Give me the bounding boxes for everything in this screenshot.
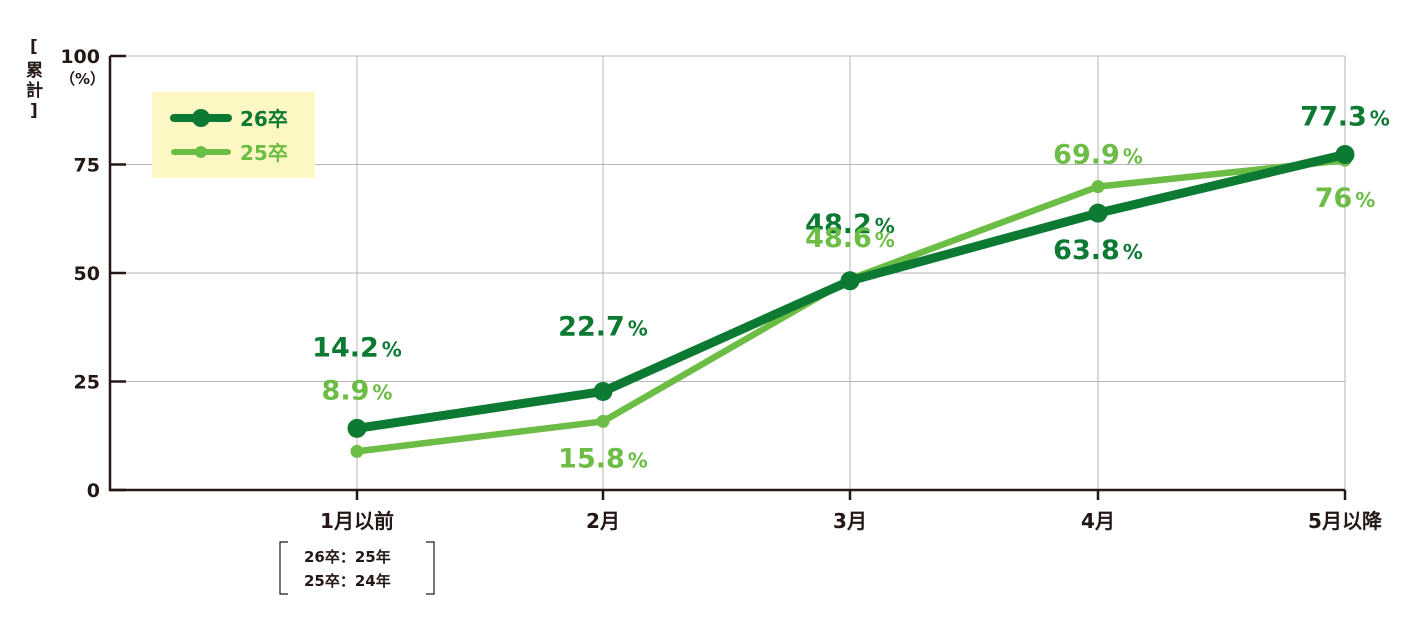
series-line — [352, 150, 1350, 433]
note-line-1: 26卒：25年 — [304, 548, 391, 566]
y-axis-unit: （%） — [60, 70, 105, 88]
data-point — [596, 414, 610, 428]
data-label-unit: % — [628, 448, 648, 472]
x-tick-label: 4月 — [1081, 509, 1115, 533]
data-point — [347, 418, 367, 438]
data-label-unit: % — [1355, 188, 1375, 212]
legend-background — [152, 92, 315, 178]
x-tick-label: 5月以降 — [1308, 509, 1383, 533]
legend-marker — [192, 109, 210, 127]
data-label: 69.9% — [1053, 140, 1143, 171]
data-label-unit: % — [875, 214, 895, 238]
y-tick-label: 0 — [87, 480, 100, 502]
note-bracket-right — [426, 541, 435, 595]
grid-lines — [110, 55, 1346, 490]
y-tick-label: 50 — [74, 263, 100, 285]
data-label: 22.7% — [558, 311, 648, 342]
x-tick-label: 3月 — [833, 509, 867, 533]
data-point — [1091, 180, 1105, 194]
data-label: 48.6% — [805, 223, 895, 254]
data-label-unit: % — [1370, 107, 1390, 131]
x-tick-label: 2月 — [586, 509, 620, 533]
legend-label: 26卒 — [240, 107, 288, 131]
y-tick-labels: 0 25 50 75 100 — [60, 46, 126, 502]
data-point — [593, 381, 613, 401]
data-label: 15.8% — [558, 443, 648, 474]
legend-marker — [195, 146, 207, 158]
data-point — [840, 271, 860, 291]
data-label-unit: % — [628, 316, 648, 340]
y-axis-label-char-2: 計 — [26, 80, 43, 101]
data-label-unit: % — [875, 228, 895, 252]
data-point — [1088, 203, 1108, 223]
y-axis-bracket-open: [ — [30, 37, 38, 57]
note-line-2: 25卒：24年 — [304, 572, 391, 590]
y-tick-label: 25 — [74, 372, 100, 394]
data-point — [350, 444, 364, 458]
y-axis-bracket-close: ] — [30, 101, 38, 121]
y-tick-label: 100 — [60, 46, 100, 68]
data-label: 77.3% — [1300, 102, 1390, 133]
data-label: 14.2% — [312, 332, 402, 363]
legend-label: 25卒 — [240, 141, 288, 165]
y-axis-label-char-1: 累 — [26, 61, 43, 81]
data-label-unit: % — [382, 337, 402, 361]
data-label-unit: % — [1123, 145, 1143, 169]
data-label-unit: % — [1123, 240, 1143, 264]
data-label: 63.8% — [1053, 235, 1143, 266]
data-label: 48.2% — [805, 209, 895, 240]
data-label-unit: % — [372, 380, 392, 404]
note-bracket-left — [279, 541, 288, 595]
x-tick-label: 1月以前 — [320, 509, 394, 533]
data-label: 8.9% — [322, 375, 393, 406]
x-tick-labels: 1月以前 2月 3月 4月 5月以降 — [320, 490, 1383, 533]
note-box: 26卒：25年 25卒：24年 — [279, 541, 435, 595]
data-label: 76% — [1315, 183, 1376, 214]
y-axis-title: [ 累 計 ] （%） — [26, 37, 105, 121]
y-tick-label: 75 — [74, 155, 100, 177]
data-point — [1335, 145, 1355, 165]
